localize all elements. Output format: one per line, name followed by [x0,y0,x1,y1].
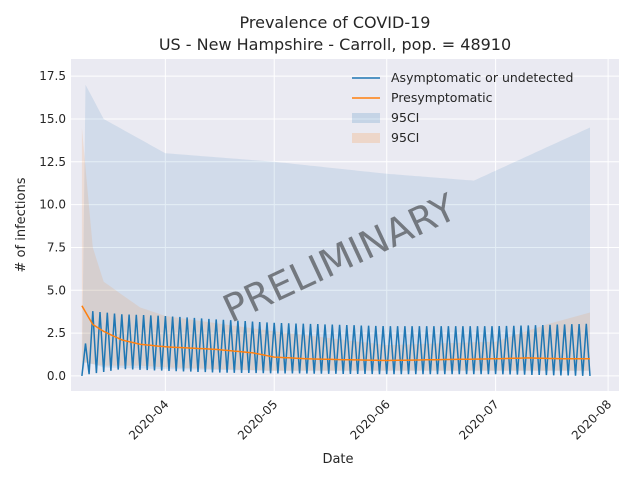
y-tick-label-4: 10.0 [39,198,66,212]
ci-bands [81,84,591,376]
y-tick-label-2: 5.0 [47,283,66,297]
y-tick-label-5: 12.5 [39,155,66,169]
ci-band-0 [81,84,591,376]
chart-subtitle: US - New Hampshire - Carroll, pop. = 489… [159,35,511,54]
legend: Asymptomatic or undetected Presymptomatic… [352,70,573,145]
legend-label-3: 95CI [391,130,419,145]
x-axis-label: Date [322,452,353,467]
series-lines [81,305,591,376]
y-tick-label-1: 2.5 [47,326,66,340]
legend-label-2: 95CI [391,110,419,125]
legend-label-1: Presymptomatic [391,90,493,105]
legend-swatch-3 [352,133,380,143]
legend-swatch-2 [352,113,380,123]
y-tick-label-0: 0.0 [47,369,66,383]
ci-band-1 [81,127,591,371]
y-tick-label-3: 7.5 [47,240,66,254]
y-tick-label-6: 15.0 [39,112,66,126]
y-axis-ticks: 0.0 2.5 5.0 7.5 10.0 12.5 15.0 17.5 [39,69,66,383]
series-line-presymptomatic [81,305,590,362]
y-tick-label-7: 17.5 [39,69,66,83]
series-line-asymptomatic [81,311,591,376]
legend-label-0: Asymptomatic or undetected [391,70,573,85]
y-axis-label: # of infections [14,177,29,272]
chart-title: Prevalence of COVID-19 [240,13,431,32]
